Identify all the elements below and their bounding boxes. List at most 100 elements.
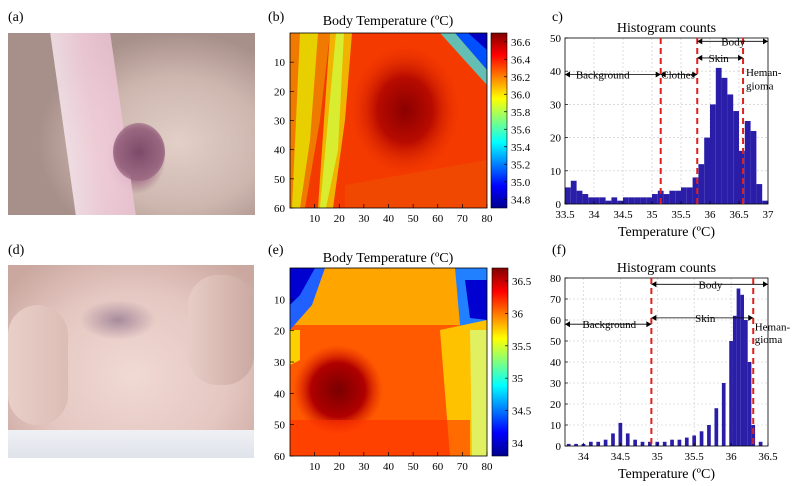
- y-tick-label: 50: [550, 336, 562, 348]
- colorbar-tick-label: 36: [512, 308, 524, 320]
- histogram-bar: [669, 190, 676, 204]
- histogram-bar: [699, 431, 704, 446]
- histogram-bar: [715, 67, 722, 204]
- heatmap-b-title: Body Temperature (ºC): [323, 14, 454, 29]
- histogram-bar: [640, 197, 647, 204]
- x-tick-label: 34.5: [613, 209, 633, 221]
- x-tick-label: 36.5: [729, 209, 749, 221]
- histogram-bar: [670, 439, 674, 446]
- annotation-body: Body: [698, 279, 722, 291]
- arrow-skin-head-right: [748, 314, 754, 321]
- heatmap-e-title: Body Temperature (ºC): [323, 251, 454, 266]
- x-tick-label: 60: [432, 213, 444, 225]
- heatmap-e-colorbar: [491, 267, 509, 457]
- annotation-background: Background: [582, 319, 636, 331]
- photo-shoulder-right: [188, 275, 254, 385]
- x-tick-label: 35.5: [685, 451, 705, 463]
- histogram-bar: [739, 150, 745, 204]
- histogram-bar: [625, 433, 630, 446]
- colorbar-tick-label: 36.6: [511, 37, 531, 49]
- y-tick-label: 40: [274, 145, 286, 157]
- colorbar-tick-label: 36.0: [511, 89, 531, 101]
- x-tick-label: 80: [482, 461, 494, 473]
- panel-label-d: (d): [8, 243, 25, 258]
- arrow-background-head-left: [565, 71, 570, 78]
- histogram-bar: [677, 439, 682, 446]
- y-tick-label: 60: [550, 315, 562, 327]
- histogram-bar: [721, 77, 728, 204]
- histogram-bar: [605, 200, 612, 204]
- histogram-bar: [611, 433, 615, 446]
- histogram-bar: [729, 341, 733, 446]
- histogram-bar: [657, 190, 664, 204]
- colorbar-tick-label: 34.5: [512, 406, 532, 418]
- photo-diaper: [8, 430, 254, 458]
- x-tick-label: 20: [334, 461, 346, 473]
- x-tick-label: 10: [309, 213, 321, 225]
- arrow-body-head-right: [763, 281, 768, 288]
- x-tick-label: 60: [432, 461, 444, 473]
- x-tick-label: 40: [383, 213, 395, 225]
- y-tick-label: 0: [556, 199, 562, 211]
- y-tick-label: 30: [550, 378, 562, 390]
- histogram-bar: [744, 320, 748, 446]
- panel-label-a: (a): [8, 10, 24, 25]
- colorbar-tick-label: 35.2: [511, 159, 530, 171]
- y-tick-label: 30: [550, 99, 562, 111]
- x-tick-label: 30: [358, 461, 370, 473]
- y-tick-label: 10: [550, 166, 562, 178]
- histogram-bar: [611, 197, 618, 204]
- histogram-bar: [617, 200, 623, 204]
- histogram-bar: [750, 130, 757, 204]
- histogram-bar: [663, 194, 670, 204]
- x-tick-label: 33.5: [555, 209, 575, 221]
- annotation-background: Background: [576, 70, 630, 82]
- histogram-bar: [692, 435, 697, 446]
- y-tick-label: 10: [550, 420, 562, 432]
- histogram-bar: [618, 422, 623, 446]
- histogram-bar: [756, 184, 763, 204]
- y-tick-label: 60: [274, 451, 286, 463]
- x-tick-label: 30: [358, 213, 370, 225]
- x-tick-label: 37: [763, 209, 775, 221]
- heatmap-e-y-ticks: 10 20 30 40 50 60: [274, 294, 294, 463]
- histogram-bar: [570, 180, 577, 204]
- y-tick-label: 80: [550, 273, 562, 285]
- arrow-clothes-head-right: [692, 71, 698, 78]
- histogram-bar: [732, 315, 737, 446]
- x-tick-label: 50: [408, 461, 420, 473]
- colorbar-tick-label: 36.5: [512, 276, 532, 288]
- histogram-bar: [582, 194, 589, 204]
- histogram-bar: [599, 197, 606, 204]
- y-tick-label: 40: [550, 66, 562, 78]
- colorbar-tick-label: 35.0: [511, 177, 531, 189]
- histogram-bar: [594, 197, 600, 204]
- colorbar-tick-label: 35.4: [511, 142, 531, 154]
- y-tick-label: 10: [274, 57, 286, 69]
- histogram-title: Histogram counts: [617, 261, 716, 276]
- y-tick-label: 50: [274, 174, 286, 186]
- arrow-skin-head-left: [651, 314, 657, 321]
- colorbar-tick-label: 36.4: [511, 54, 531, 66]
- histogram-bar: [623, 197, 629, 204]
- panel-label-c: c): [552, 10, 563, 25]
- y-tick-label: 20: [550, 133, 562, 145]
- x-tick-label: 35.5: [671, 209, 691, 221]
- heatmap-b-x-ticks: 10 20 30 40 50 60 70 80: [309, 204, 493, 225]
- histogram-bar: [628, 197, 635, 204]
- histogram-bar: [681, 187, 687, 204]
- annotation-skin: Skin: [695, 313, 716, 325]
- histogram-bar: [762, 200, 768, 204]
- annotation-hemangioma-line2: gioma: [755, 334, 783, 346]
- histogram-bar: [727, 94, 734, 204]
- x-tick-label: 50: [408, 213, 420, 225]
- annotation-hemangioma-line1: Heman-: [755, 322, 791, 334]
- photo-arm-left: [8, 305, 68, 425]
- x-tick-label: 40: [383, 461, 395, 473]
- histogram-bar: [736, 288, 741, 446]
- colorbar-tick-label: 35: [512, 373, 524, 385]
- x-tick-label: 20: [334, 213, 346, 225]
- annotation-body: Body: [721, 36, 745, 48]
- histogram-bar: [603, 439, 608, 446]
- heatmap-b-y-ticks: 10 20 30 40 50 60: [274, 57, 294, 215]
